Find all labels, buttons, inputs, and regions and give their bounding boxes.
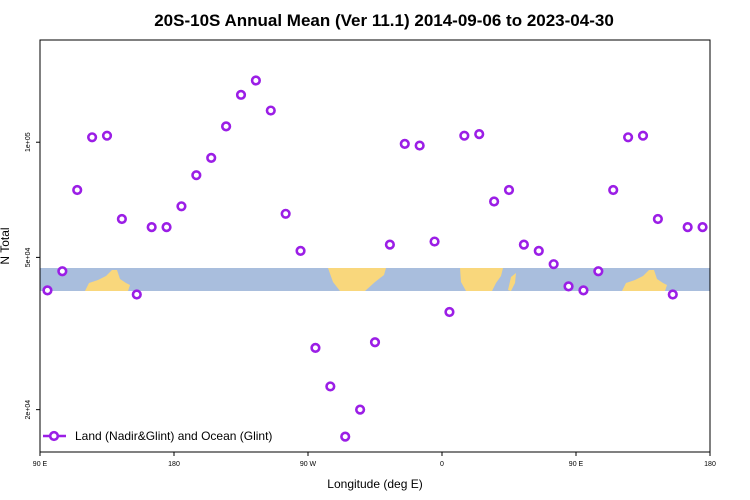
data-point	[87, 132, 98, 143]
data-point	[72, 184, 83, 196]
land-africa	[460, 268, 503, 291]
data-point	[280, 208, 291, 219]
data-point	[235, 89, 247, 100]
legend-label: Land (Nadir&Glint) and Ocean (Glint)	[75, 429, 272, 443]
data-point	[42, 285, 53, 296]
data-point	[682, 221, 693, 233]
data-point	[325, 381, 336, 392]
data-point	[608, 184, 619, 196]
data-point	[518, 239, 529, 250]
data-point	[250, 75, 261, 86]
data-point	[548, 259, 559, 270]
data-point	[593, 266, 604, 277]
data-point	[652, 213, 663, 225]
x-axis-label: Longitude (deg E)	[327, 477, 422, 491]
data-point	[697, 221, 708, 233]
data-point	[355, 404, 366, 415]
data-point	[310, 342, 321, 354]
chart-title: 20S-10S Annual Mean (Ver 11.1) 2014-09-0…	[154, 11, 614, 30]
data-point	[384, 239, 395, 250]
legend: Land (Nadir&Glint) and Ocean (Glint)	[43, 429, 272, 443]
data-point	[503, 184, 515, 196]
x-tick-label: 0	[440, 461, 444, 468]
x-tick-label: 90 W	[300, 461, 317, 468]
data-point	[474, 129, 485, 140]
data-point	[429, 236, 440, 247]
data-point	[131, 289, 142, 300]
data-point	[444, 306, 455, 318]
y-axis: 2e+04 5e+04 1e+05	[25, 132, 40, 419]
land-madagascar	[508, 273, 516, 291]
data-point	[57, 266, 68, 277]
legend-marker	[48, 430, 60, 442]
data-point	[369, 337, 381, 348]
data-point	[146, 221, 157, 233]
data-point	[176, 201, 187, 212]
land-australia-2	[622, 270, 667, 291]
series-points	[42, 75, 708, 442]
data-point	[414, 140, 425, 151]
y-tick-label: 5e+04	[25, 247, 32, 267]
x-axis: 90 E 180 90 W 0 90 E 180	[33, 452, 716, 468]
data-point	[116, 213, 127, 225]
data-point	[399, 138, 410, 149]
land-south-america	[328, 268, 386, 291]
land-australia-1	[85, 270, 130, 291]
x-tick-label: 180	[168, 461, 180, 468]
data-point	[221, 121, 232, 132]
x-tick-label: 180	[704, 461, 716, 468]
data-point	[101, 130, 113, 141]
data-point	[623, 132, 634, 143]
data-point	[161, 221, 172, 233]
data-point	[340, 431, 351, 442]
y-tick-label: 1e+05	[25, 132, 32, 152]
data-point	[637, 130, 649, 141]
data-point	[563, 281, 574, 292]
map-strip	[40, 268, 710, 291]
data-point	[459, 130, 470, 141]
plot-frame	[39, 39, 711, 453]
data-point	[533, 245, 544, 256]
data-point	[206, 152, 217, 163]
data-point	[191, 170, 202, 181]
x-tick-label: 90 E	[33, 461, 48, 468]
data-point	[489, 196, 500, 207]
data-point	[578, 285, 589, 296]
data-point	[295, 245, 306, 256]
y-axis-label: N Total	[0, 227, 12, 264]
x-tick-label: 90 E	[569, 461, 584, 468]
y-tick-label: 2e+04	[25, 400, 32, 420]
data-point	[667, 289, 678, 300]
data-point	[265, 105, 276, 116]
